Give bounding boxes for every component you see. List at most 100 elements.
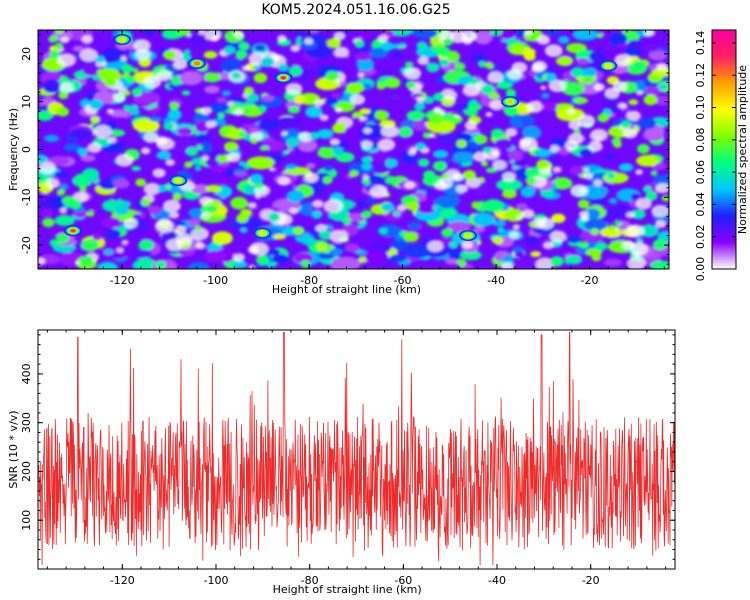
heatmap-cell — [290, 56, 307, 67]
heatmap-cell — [287, 106, 301, 114]
heatmap-cell — [505, 88, 517, 97]
heatmap-cell — [573, 97, 588, 105]
heatmap-cell — [455, 184, 468, 194]
heatmap-cell — [385, 175, 397, 185]
heatmap-cell — [42, 217, 55, 228]
y-tick-label: -20 — [20, 236, 33, 254]
heatmap-cell — [614, 220, 622, 227]
heatmap-cell — [248, 264, 256, 269]
heatmap-image — [38, 30, 669, 269]
y-tick-label: 100 — [20, 510, 33, 531]
heatmap-cell — [132, 119, 160, 133]
heatmap-cell — [441, 173, 449, 179]
heatmap-cell — [593, 179, 603, 187]
heatmap-cell — [618, 163, 634, 172]
heatmap-cell — [437, 46, 451, 57]
heatmap-cell — [361, 210, 372, 219]
heatmap-cell — [243, 86, 254, 95]
heatmap-cell — [243, 163, 252, 170]
heatmap-cell — [325, 70, 339, 81]
heatmap-cell — [436, 133, 460, 145]
heatmap-x-ticks: -120 -100 -80 -60 -40 -20 — [46, 30, 665, 287]
heatmap-cell — [38, 161, 57, 175]
heatmap-cell — [312, 199, 324, 208]
heatmap-cell — [608, 224, 616, 231]
heatmap-cell — [381, 202, 395, 212]
heatmap-cell — [238, 42, 250, 51]
heatmap-cell — [524, 30, 533, 36]
heatmap-cell — [92, 178, 100, 184]
heatmap-cell — [393, 210, 401, 217]
heatmap-cell — [456, 139, 467, 148]
heatmap-cell — [626, 211, 635, 219]
heatmap-cell — [414, 102, 426, 111]
heatmap-cell — [481, 84, 495, 95]
snr-series-line — [38, 332, 675, 566]
heatmap-cell — [590, 128, 608, 142]
heatmap-cell — [488, 92, 500, 99]
heatmap-cell — [366, 196, 375, 204]
heatmap-cell — [195, 225, 203, 232]
heatmap-peak — [465, 234, 471, 237]
heatmap-cell — [472, 52, 487, 64]
heatmap-cell — [520, 186, 536, 198]
x-tick-label: -120 — [110, 574, 135, 587]
heatmap-cell — [474, 185, 490, 197]
heatmap-cell — [292, 179, 305, 187]
heatmap-cell — [285, 137, 299, 148]
heatmap-cell — [323, 165, 334, 172]
heatmap-cell — [512, 224, 520, 230]
heatmap-cell — [579, 241, 589, 249]
heatmap-cell — [361, 163, 372, 171]
heatmap-cell — [429, 113, 444, 125]
colorbar-tick-label: 0.08 — [694, 128, 707, 153]
heatmap-cell — [184, 161, 193, 168]
heatmap-y-ticks: -20 -10 0 10 20 — [20, 34, 669, 265]
heatmap-cell — [131, 166, 141, 172]
heatmap-cell — [280, 130, 288, 136]
heatmap-cell — [461, 30, 477, 42]
heatmap-cell — [77, 147, 88, 156]
heatmap-cell — [369, 185, 388, 199]
heatmap-cell — [415, 199, 439, 214]
x-tick-label: -60 — [394, 274, 412, 287]
heatmap-cell — [254, 44, 266, 52]
heatmap-cell — [204, 250, 227, 263]
heatmap-cell — [608, 32, 628, 46]
heatmap-cell — [140, 198, 151, 207]
heatmap-cell — [404, 181, 416, 189]
heatmap-cell — [453, 114, 460, 119]
heatmap-cell — [49, 155, 69, 166]
heatmap-cell — [504, 105, 519, 117]
heatmap-cell — [68, 199, 82, 210]
heatmap-cell — [60, 75, 69, 82]
heatmap-cell — [257, 264, 270, 269]
heatmap-cell — [407, 221, 422, 230]
x-tick-label: -40 — [487, 274, 505, 287]
heatmap-cell — [115, 205, 129, 216]
heatmap-cell — [121, 64, 134, 74]
heatmap-cell — [81, 35, 94, 44]
heatmap-cell — [104, 77, 117, 87]
heatmap-cell — [412, 30, 437, 39]
heatmap-cell — [583, 172, 594, 180]
heatmap-cell — [357, 73, 365, 78]
heatmap-cell — [626, 224, 645, 238]
heatmap-cell — [179, 70, 203, 86]
heatmap-cell — [256, 255, 269, 266]
heatmap-cell — [521, 209, 535, 219]
heatmap-cell — [551, 213, 566, 224]
heatmap-cell — [561, 81, 585, 96]
heatmap-cell — [301, 235, 316, 246]
heatmap-cell — [645, 86, 661, 97]
colorbar-ticks: 0.00 0.02 0.04 0.06 0.08 0.10 0.12 0.14 — [694, 31, 736, 281]
heatmap-cell — [468, 100, 479, 108]
heatmap-cell — [344, 243, 360, 253]
heatmap-cell — [200, 106, 212, 115]
heatmap-cell — [515, 203, 528, 210]
heatmap-cell — [354, 200, 368, 208]
colorbar-tick-label: 0.02 — [694, 224, 707, 249]
heatmap-cell — [172, 193, 182, 201]
heatmap-cell — [377, 224, 402, 238]
heatmap-cell — [461, 240, 473, 249]
